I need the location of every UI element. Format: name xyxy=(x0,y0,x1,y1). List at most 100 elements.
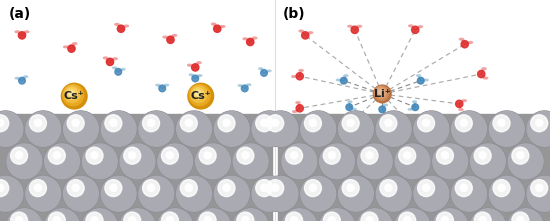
Ellipse shape xyxy=(414,111,449,147)
Ellipse shape xyxy=(129,152,136,159)
Text: (b): (b) xyxy=(283,7,306,21)
Circle shape xyxy=(163,36,167,38)
Ellipse shape xyxy=(498,119,505,126)
Circle shape xyxy=(189,74,193,76)
Circle shape xyxy=(221,26,225,27)
Ellipse shape xyxy=(536,184,543,191)
Ellipse shape xyxy=(0,115,9,132)
Circle shape xyxy=(309,32,313,34)
Circle shape xyxy=(414,134,418,136)
Ellipse shape xyxy=(508,208,543,221)
Circle shape xyxy=(198,75,202,76)
Circle shape xyxy=(211,23,216,25)
Ellipse shape xyxy=(15,152,23,159)
Ellipse shape xyxy=(242,152,249,159)
Ellipse shape xyxy=(147,184,155,191)
Ellipse shape xyxy=(101,176,136,211)
Ellipse shape xyxy=(242,217,249,221)
Ellipse shape xyxy=(204,152,211,159)
Ellipse shape xyxy=(432,143,468,179)
Circle shape xyxy=(258,68,262,69)
Circle shape xyxy=(469,42,472,43)
Ellipse shape xyxy=(441,152,448,159)
Ellipse shape xyxy=(115,69,122,75)
Ellipse shape xyxy=(86,212,103,221)
Ellipse shape xyxy=(347,119,354,126)
Circle shape xyxy=(267,70,271,72)
Ellipse shape xyxy=(379,106,386,113)
Ellipse shape xyxy=(124,212,141,221)
Ellipse shape xyxy=(531,115,548,132)
Ellipse shape xyxy=(455,180,472,197)
Ellipse shape xyxy=(72,119,79,126)
Ellipse shape xyxy=(411,126,419,133)
Ellipse shape xyxy=(300,176,336,212)
Ellipse shape xyxy=(241,85,248,92)
Circle shape xyxy=(24,76,28,77)
Ellipse shape xyxy=(105,180,122,197)
Ellipse shape xyxy=(377,88,384,96)
Ellipse shape xyxy=(531,180,548,197)
Ellipse shape xyxy=(48,212,65,221)
Ellipse shape xyxy=(199,147,216,164)
Circle shape xyxy=(459,38,464,40)
Ellipse shape xyxy=(296,105,304,112)
Ellipse shape xyxy=(320,209,355,221)
Ellipse shape xyxy=(470,208,506,221)
Text: (a): (a) xyxy=(8,7,30,21)
Circle shape xyxy=(115,23,119,25)
Ellipse shape xyxy=(338,111,373,146)
Ellipse shape xyxy=(394,143,431,179)
Ellipse shape xyxy=(319,143,355,179)
Ellipse shape xyxy=(162,212,178,221)
Ellipse shape xyxy=(139,111,174,147)
Circle shape xyxy=(412,101,416,103)
Ellipse shape xyxy=(53,152,60,159)
Ellipse shape xyxy=(399,212,416,221)
Ellipse shape xyxy=(10,147,28,164)
Ellipse shape xyxy=(0,176,24,212)
Ellipse shape xyxy=(361,212,378,221)
Circle shape xyxy=(358,25,362,27)
Ellipse shape xyxy=(30,115,46,132)
Circle shape xyxy=(419,126,423,128)
Ellipse shape xyxy=(320,144,355,179)
Ellipse shape xyxy=(309,119,316,126)
Ellipse shape xyxy=(517,152,524,159)
Ellipse shape xyxy=(527,176,550,211)
Ellipse shape xyxy=(167,36,174,43)
Ellipse shape xyxy=(166,217,173,221)
Circle shape xyxy=(293,111,297,112)
Ellipse shape xyxy=(395,209,430,221)
Ellipse shape xyxy=(26,176,60,211)
Ellipse shape xyxy=(119,143,156,179)
Ellipse shape xyxy=(433,144,468,179)
Ellipse shape xyxy=(527,111,550,146)
Ellipse shape xyxy=(233,144,268,179)
Ellipse shape xyxy=(342,115,359,132)
Ellipse shape xyxy=(290,152,298,159)
Ellipse shape xyxy=(67,180,84,197)
Circle shape xyxy=(252,37,257,39)
Circle shape xyxy=(64,46,68,48)
Ellipse shape xyxy=(489,176,525,212)
Circle shape xyxy=(353,109,356,110)
Ellipse shape xyxy=(252,111,287,146)
Ellipse shape xyxy=(470,209,505,221)
Ellipse shape xyxy=(63,111,99,147)
Ellipse shape xyxy=(340,126,348,133)
Ellipse shape xyxy=(414,176,449,211)
Ellipse shape xyxy=(120,209,155,221)
Ellipse shape xyxy=(189,85,210,106)
Ellipse shape xyxy=(319,208,355,221)
Ellipse shape xyxy=(323,212,340,221)
Circle shape xyxy=(299,30,303,32)
Ellipse shape xyxy=(204,217,211,221)
Ellipse shape xyxy=(375,87,387,98)
Ellipse shape xyxy=(192,75,199,82)
Text: Cs⁺: Cs⁺ xyxy=(190,91,211,101)
Circle shape xyxy=(247,84,251,86)
Ellipse shape xyxy=(328,217,336,221)
Ellipse shape xyxy=(129,217,136,221)
Circle shape xyxy=(121,69,125,70)
